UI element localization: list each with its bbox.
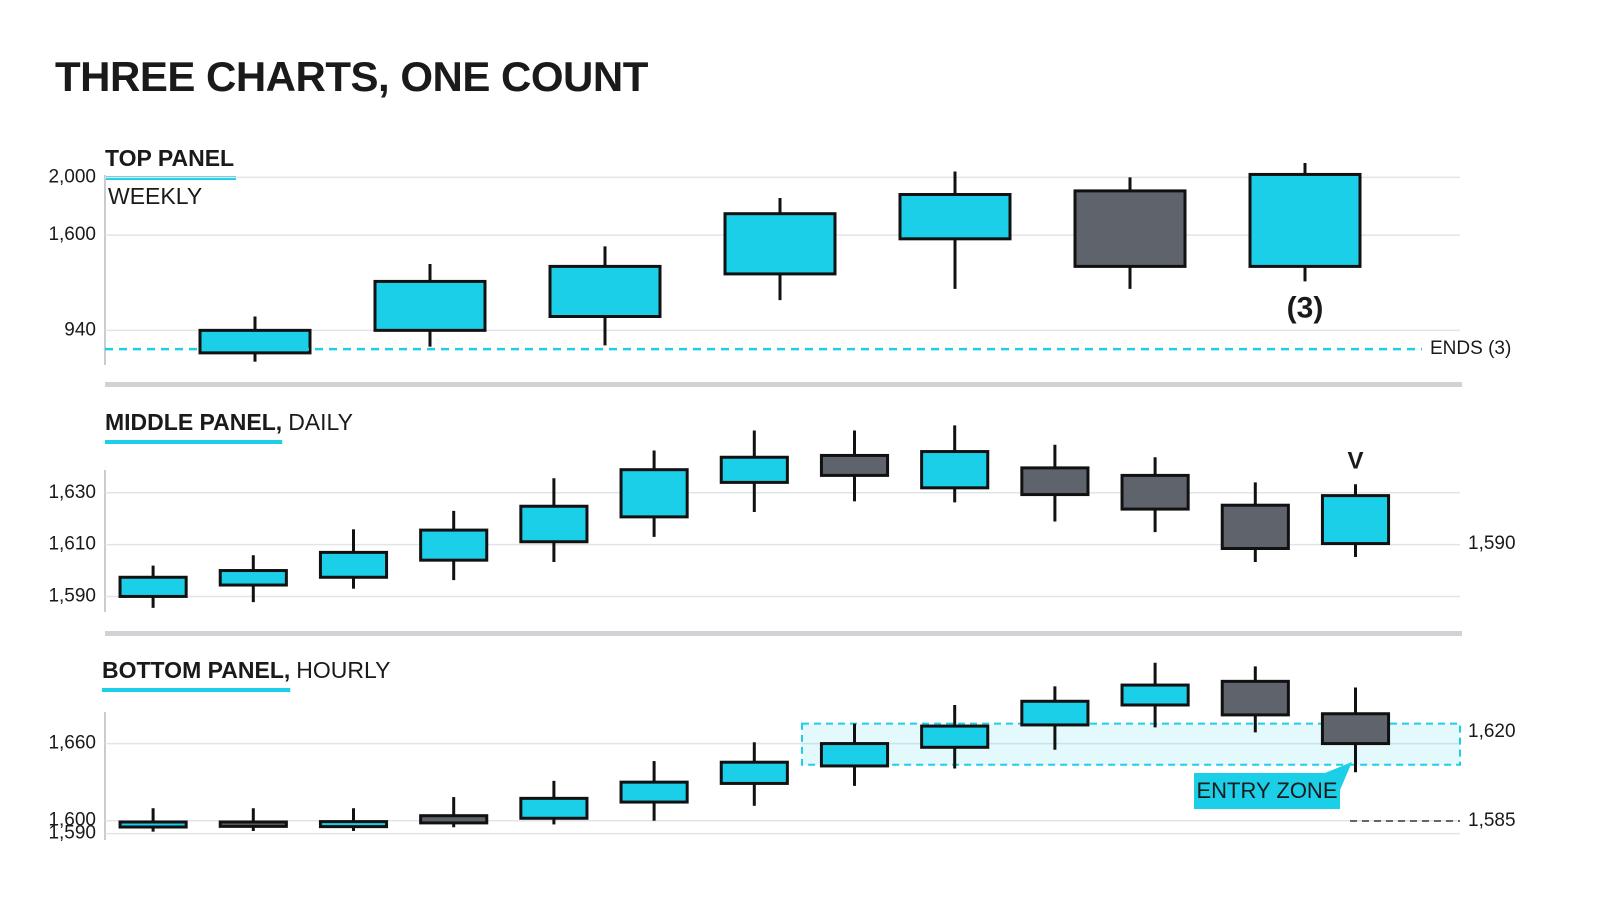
panel-subtitle: HOURLY — [296, 657, 390, 683]
candle-body — [723, 212, 837, 276]
candle-body — [1248, 172, 1362, 268]
candle-body — [1220, 503, 1290, 550]
candle-body — [1073, 189, 1187, 268]
candle-body — [419, 814, 489, 825]
candle-body — [920, 450, 990, 490]
y-tick-label: 1,590 — [48, 823, 96, 844]
y-tick-label: 2,000 — [48, 166, 96, 187]
candle-body — [548, 264, 662, 318]
candle-body — [419, 528, 489, 562]
right-label: 1,585 — [1468, 810, 1516, 831]
panel-title: BOTTOM PANEL, — [102, 657, 290, 683]
candle-body — [819, 453, 890, 477]
ends-label: ENDS (3) — [1430, 338, 1511, 359]
candle-body — [218, 569, 288, 587]
count-label: (3) — [1287, 291, 1324, 324]
panel-subtitle: DAILY — [288, 409, 353, 435]
candle-body — [118, 575, 188, 598]
right-label: 1,590 — [1468, 533, 1516, 554]
candle-body — [719, 455, 789, 484]
panel-subtitle: WEEKLY — [108, 183, 202, 209]
right-label: 1,620 — [1468, 721, 1516, 742]
entry-zone-label: ENTRY ZONE — [1197, 778, 1338, 803]
candle-body — [198, 328, 312, 355]
y-tick-label: 1,600 — [48, 810, 96, 831]
y-tick-label: 1,630 — [48, 482, 96, 503]
candle-body — [898, 193, 1012, 241]
panel-separator — [105, 382, 1462, 387]
candle-body — [1120, 683, 1190, 707]
candle-body — [719, 760, 789, 785]
candle-body — [519, 504, 589, 544]
candle-body — [619, 468, 689, 519]
title-underline — [105, 440, 283, 444]
candle-body — [519, 796, 589, 820]
y-tick-label: 1,590 — [48, 585, 96, 606]
callout-box — [1194, 773, 1340, 809]
panel-title: TOP PANEL — [105, 145, 234, 171]
candle-body — [318, 820, 389, 829]
candle-body — [619, 780, 689, 804]
candle-body — [318, 550, 389, 579]
candle-body — [373, 279, 487, 332]
candle-body — [920, 724, 990, 749]
count-label: V — [1347, 448, 1363, 475]
title-underline — [102, 688, 291, 692]
y-tick-label: 940 — [64, 319, 96, 340]
candle-body — [218, 820, 288, 828]
candle-body — [1320, 712, 1391, 746]
candle-body — [1020, 466, 1090, 497]
candle-body — [819, 742, 890, 768]
page-title: THREE CHARTS, ONE COUNT — [55, 53, 649, 100]
panel-separator — [105, 631, 1462, 636]
y-tick-label: 1,600 — [48, 224, 96, 245]
candle-body — [1220, 679, 1290, 717]
candle-body — [1020, 699, 1090, 727]
candle-body — [1320, 494, 1391, 546]
candle-body — [1120, 473, 1190, 511]
y-tick-label: 1,660 — [48, 733, 96, 754]
candle-body — [118, 820, 188, 829]
y-tick-label: 1,610 — [48, 534, 96, 555]
panel-title: MIDDLE PANEL, — [105, 409, 282, 435]
